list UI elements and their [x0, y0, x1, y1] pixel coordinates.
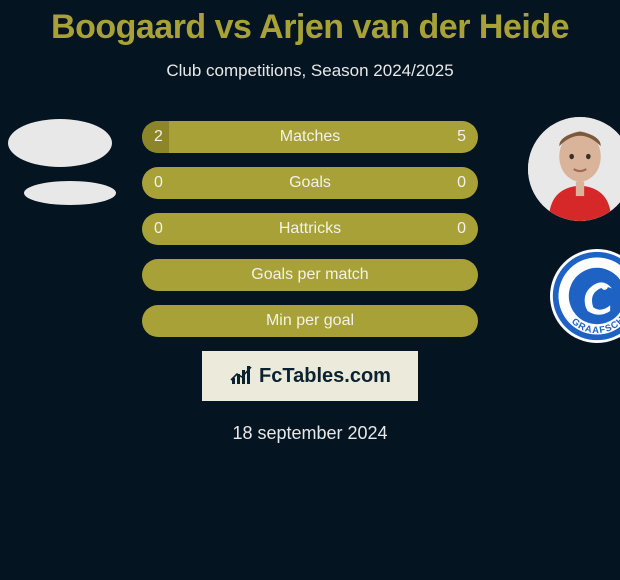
stat-bar: Goals per match	[142, 259, 478, 291]
stat-value-right: 0	[457, 220, 466, 238]
stat-bar: 2 Matches 5	[142, 121, 478, 153]
stat-label: Goals per match	[251, 266, 368, 284]
player-left-avatar	[8, 119, 112, 167]
stat-label: Hattricks	[279, 220, 341, 238]
fctables-logo: FcTables.com	[202, 351, 418, 401]
chart-icon	[229, 364, 253, 388]
player-left-shadow	[24, 181, 116, 205]
stat-label: Matches	[280, 128, 340, 146]
comparison-panel: DE GRAAFSCHAP 2 Matches 5 0 Goals 0 0 Hattricks…	[0, 121, 620, 444]
stat-value-right: 5	[457, 128, 466, 146]
stat-bar: 0 Goals 0	[142, 167, 478, 199]
subtitle: Club competitions, Season 2024/2025	[0, 61, 620, 81]
stat-value-left: 2	[154, 128, 163, 146]
stat-value-right: 0	[457, 174, 466, 192]
stat-value-left: 0	[154, 220, 163, 238]
stat-bar: 0 Hattricks 0	[142, 213, 478, 245]
stat-bars: 2 Matches 5 0 Goals 0 0 Hattricks 0 Goals per mat…	[142, 121, 478, 337]
stat-value-left: 0	[154, 174, 163, 192]
player-right-avatar	[528, 117, 620, 221]
logo-text: FcTables.com	[259, 365, 391, 388]
stat-bar: Min per goal	[142, 305, 478, 337]
stat-label: Min per goal	[266, 312, 354, 330]
club-right-badge: DE GRAAFSCHAP	[550, 249, 620, 343]
stat-label: Goals	[289, 174, 331, 192]
page-title: Boogaard vs Arjen van der Heide	[0, 0, 620, 47]
snapshot-date: 18 september 2024	[0, 423, 620, 444]
